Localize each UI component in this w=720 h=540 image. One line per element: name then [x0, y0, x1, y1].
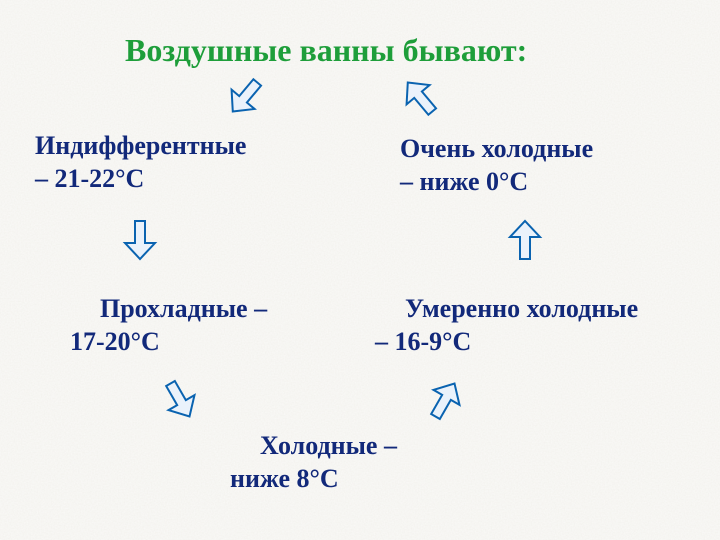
arrow-indifferent-to-cool	[115, 215, 165, 265]
arrow-moderate-to-very-cold	[500, 215, 550, 265]
label-line2: – 21-22°С	[35, 163, 246, 196]
arrow-icon	[115, 215, 165, 265]
label-very-cold: Очень холодные– ниже 0°С	[400, 133, 593, 198]
label-line2: 17-20°С	[70, 326, 267, 359]
label-moderate-cold: Умеренно холодные– 16-9°С	[375, 293, 638, 358]
label-line2: – ниже 0°С	[400, 166, 593, 199]
label-line2: – 16-9°С	[375, 326, 638, 359]
label-cold: Холодные –ниже 8°С	[230, 430, 397, 495]
label-indifferent: Индифферентные– 21-22°С	[35, 130, 246, 195]
heading-title: Воздушные ванны бывают:	[125, 32, 527, 69]
arrow-icon	[500, 215, 550, 265]
label-cool: Прохладные –17-20°С	[70, 293, 267, 358]
label-line1: Прохладные –	[70, 293, 267, 326]
label-line1: Холодные –	[230, 430, 397, 463]
label-line1: Очень холодные	[400, 133, 593, 166]
label-line1: Умеренно холодные	[375, 293, 638, 326]
slide: Воздушные ванны бывают: Индифферентные– 2…	[0, 0, 720, 540]
label-line2: ниже 8°С	[230, 463, 397, 496]
label-line1: Индифферентные	[35, 130, 246, 163]
